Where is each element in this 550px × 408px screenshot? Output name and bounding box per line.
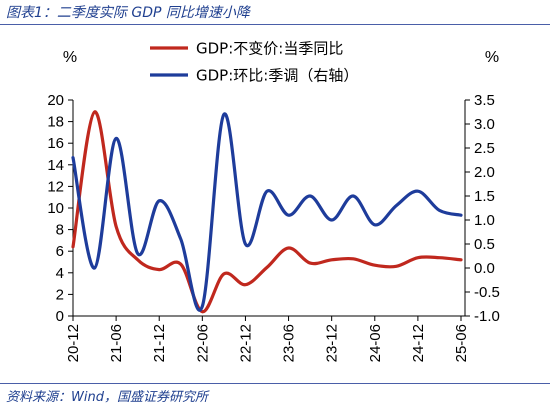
left-tick-label: 20 bbox=[47, 92, 64, 109]
left-tick-label: 0 bbox=[56, 308, 64, 325]
right-tick-label: 1.5 bbox=[474, 188, 495, 205]
series-line-qoq bbox=[71, 112, 463, 312]
right-axis-unit: % bbox=[485, 49, 499, 66]
left-tick-label: 10 bbox=[47, 200, 64, 217]
right-tick-label: 0.5 bbox=[474, 236, 495, 253]
series-line-yoy bbox=[71, 110, 463, 314]
x-tick-label: 23-12 bbox=[324, 324, 341, 362]
left-tick-label: 14 bbox=[47, 157, 64, 174]
chart-legend: GDP:不变价:当季同比 GDP:环比:季调（右轴） bbox=[150, 40, 358, 85]
left-tick-label: 2 bbox=[56, 286, 64, 303]
gdp-line-chart: 0 2 4 6 8 10 12 14 16 18 20 -1.0 -0.5 0.0 0.5 1.0 1.5 2.0… bbox=[47, 40, 500, 363]
legend-label-qoq: GDP:环比:季调（右轴） bbox=[196, 67, 358, 85]
title-divider bbox=[0, 24, 550, 25]
left-tick-label: 16 bbox=[47, 135, 64, 152]
right-tick-label: 2.5 bbox=[474, 140, 495, 157]
x-tick-label: 21-06 bbox=[108, 324, 125, 362]
chart-series bbox=[71, 110, 463, 314]
left-tick-label: 12 bbox=[47, 178, 64, 195]
x-tick-label: 22-12 bbox=[237, 324, 254, 362]
x-tick-label: 23-06 bbox=[281, 324, 298, 362]
right-tick-label: 2.0 bbox=[474, 164, 495, 181]
x-tick-label: 21-12 bbox=[151, 324, 168, 362]
chart-axes: 0 2 4 6 8 10 12 14 16 18 20 -1.0 -0.5 0.0 0.5 1.0 1.5 2.0… bbox=[47, 49, 500, 362]
x-tick-label: 24-06 bbox=[367, 324, 384, 362]
x-tick-label: 25-06 bbox=[453, 324, 470, 362]
right-tick-label: 3.5 bbox=[474, 92, 495, 109]
x-tick-label: 22-06 bbox=[194, 324, 211, 362]
legend-label-yoy: GDP:不变价:当季同比 bbox=[196, 40, 343, 58]
left-tick-label: 6 bbox=[56, 243, 64, 260]
source-divider bbox=[0, 383, 550, 384]
x-tick-label: 24-12 bbox=[410, 324, 427, 362]
source-note: 资料来源：Wind，国盛证券研究所 bbox=[6, 390, 208, 405]
right-tick-label: -1.0 bbox=[474, 308, 500, 325]
left-tick-label: 18 bbox=[47, 114, 64, 131]
right-tick-label: 0.0 bbox=[474, 260, 495, 277]
left-tick-label: 8 bbox=[56, 222, 64, 239]
right-tick-label: 1.0 bbox=[474, 212, 495, 229]
left-axis-unit: % bbox=[63, 49, 77, 66]
chart-title: 图表1：二季度实际 GDP 同比增速小降 bbox=[6, 5, 250, 21]
right-tick-label: -0.5 bbox=[474, 284, 500, 301]
left-tick-label: 4 bbox=[56, 265, 64, 282]
right-tick-label: 3.0 bbox=[474, 116, 495, 133]
x-tick-label: 20-12 bbox=[65, 324, 82, 362]
